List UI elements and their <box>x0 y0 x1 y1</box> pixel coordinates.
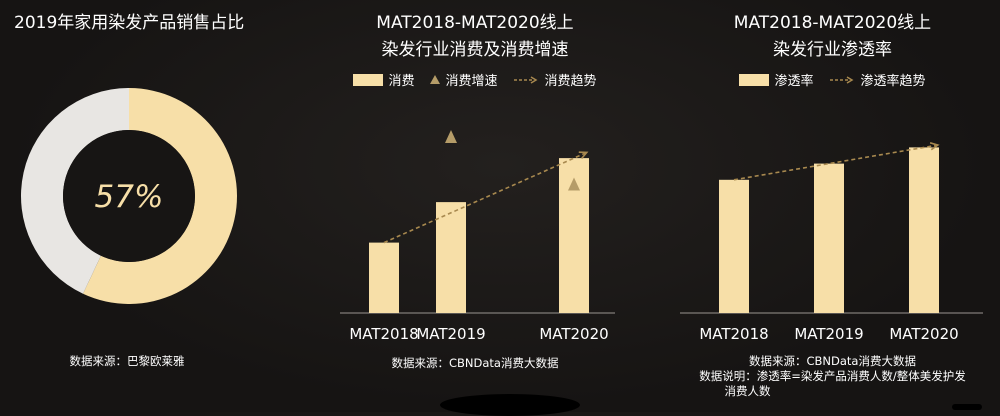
x-tick-label: MAT2018 <box>349 325 418 343</box>
growth-marker <box>445 130 457 143</box>
x-tick-label: MAT2019 <box>416 325 485 343</box>
donut-chart: 57% <box>20 88 237 304</box>
penetration-legend: 渗透率 渗透率趋势 <box>665 70 1000 89</box>
legend-bar-swatch <box>353 73 384 86</box>
bar-MAT2018 <box>719 179 749 313</box>
legend-label-penetration: 渗透率 <box>774 74 814 89</box>
bar-MAT2019 <box>814 163 844 313</box>
penetration-panel: MAT2018-MAT2020线上 染发行业渗透率 渗透率 渗透率趋势 MAT2… <box>665 0 1000 412</box>
consumption-legend: 消费 消费增速 消费趋势 <box>325 70 625 89</box>
legend-label-trend: 消费趋势 <box>544 74 597 89</box>
x-tick-label: MAT2020 <box>539 325 608 343</box>
legend-label-penetration-trend: 渗透率趋势 <box>860 74 926 89</box>
x-tick-label: MAT2019 <box>794 325 863 343</box>
bar-MAT2020 <box>909 147 939 313</box>
x-tick-label: MAT2020 <box>889 325 958 343</box>
penetration-title-line1: MAT2018-MAT2020线上 <box>733 13 932 33</box>
legend-item-penetration-trend: 渗透率趋势 <box>829 70 926 89</box>
penetration-note-line1: 数据说明：渗透率=染发产品消费人数/整体美发护发 <box>699 369 966 383</box>
penetration-note-line2: 消费人数 <box>724 384 771 398</box>
trend-line <box>383 151 588 244</box>
redaction-mark <box>440 394 580 416</box>
consumption-title-line1: MAT2018-MAT2020线上 <box>376 13 574 33</box>
legend-label-growth: 消费增速 <box>445 74 498 89</box>
legend-item-trend: 消费趋势 <box>513 70 597 89</box>
growth-marker <box>568 177 580 191</box>
legend-item-consumption: 消费 <box>353 70 414 89</box>
redaction-mark-small <box>952 404 982 410</box>
donut-slice-share <box>83 88 237 304</box>
trend-arrowhead <box>578 151 589 160</box>
donut-center-label: 57% <box>95 179 164 215</box>
legend-trend-arrow-icon <box>513 75 537 84</box>
penetration-source: 数据来源：CBNData消费大数据 <box>749 354 916 368</box>
bar-MAT2018 <box>369 242 399 313</box>
penetration-chart: MAT2018 MAT2019 MAT2020 <box>680 142 983 343</box>
legend-bar-swatch <box>739 73 770 86</box>
donut-hole <box>63 130 195 262</box>
bar-MAT2019 <box>436 202 466 313</box>
penetration-title-line2: 染发行业渗透率 <box>773 40 892 60</box>
donut-source: 数据来源：巴黎欧莱雅 <box>69 354 185 368</box>
legend-triangle-icon <box>430 75 441 84</box>
legend-item-penetration: 渗透率 <box>739 70 814 89</box>
consumption-title-line2: 染发行业消费及消费增速 <box>381 40 569 60</box>
x-tick-label: MAT2018 <box>699 325 768 343</box>
donut-slice-rest <box>20 88 130 294</box>
legend-trend-arrow-icon <box>829 75 853 84</box>
donut-title: 2019年家用染发产品销售占比 <box>14 13 245 33</box>
legend-item-growth: 消费增速 <box>430 70 498 89</box>
sales-share-panel: 2019年家用染发产品销售占比 57% 数据来源：巴黎欧莱雅 <box>0 0 260 412</box>
consumption-panel: MAT2018-MAT2020线上 染发行业消费及消费增速 消费 消费增速 消费… <box>325 0 625 412</box>
legend-label-consumption: 消费 <box>388 74 415 89</box>
consumption-source: 数据来源：CBNData消费大数据 <box>391 356 559 370</box>
trend-arrowhead <box>929 142 940 151</box>
